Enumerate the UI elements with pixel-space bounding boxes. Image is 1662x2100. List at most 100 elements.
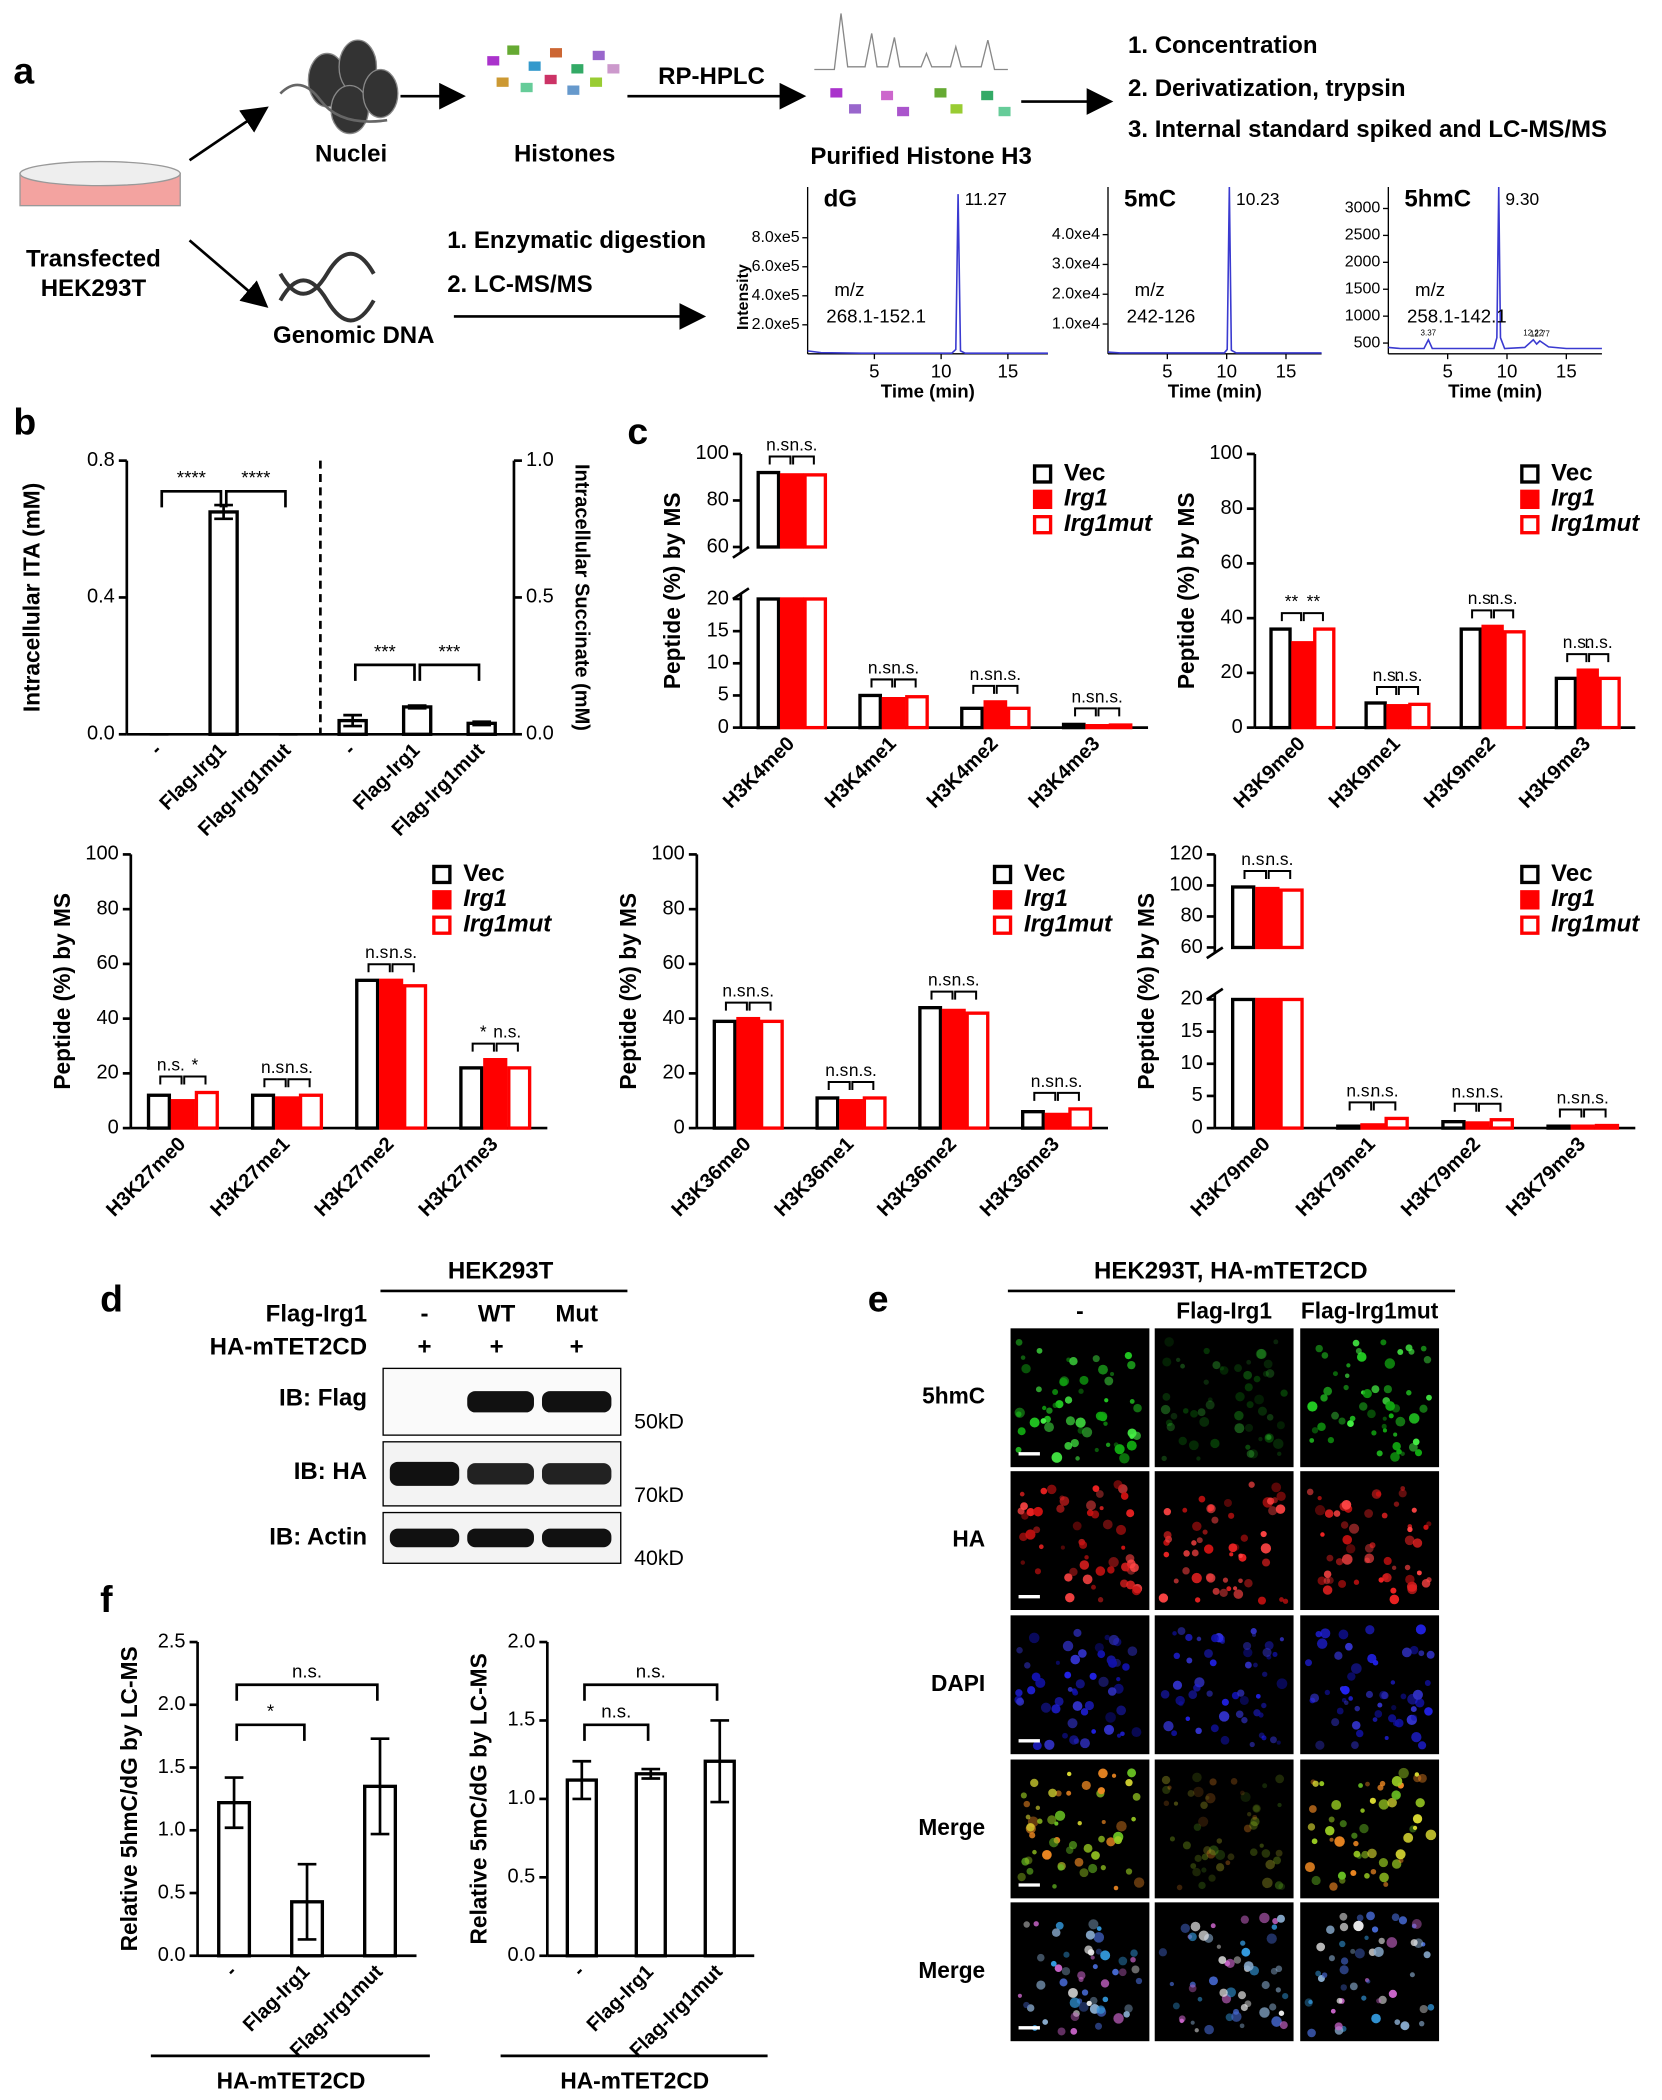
cell-spot [1122,1663,1130,1671]
cell-spot [1195,1727,1202,1735]
y-tick-label: 60 [707,535,729,557]
cell-spot [1037,1953,1045,1962]
cell-spot [1411,1923,1417,1929]
error-bar [214,503,233,521]
cell-spot [1097,1597,1104,1603]
cell-spot [1419,2004,1428,2014]
cell-spot [1107,1566,1115,1574]
x-tick-label: H3K27me1 [206,1133,294,1221]
axis-break [732,587,750,601]
y-tick-label: 100 [1169,874,1202,896]
step: 3. Internal standard spiked and LC-MS/MS [1128,116,1607,143]
cell-spot [1070,2012,1080,2021]
cell-spot [1099,1506,1104,1511]
cell-spot [1355,1729,1364,1738]
cell-spot [1034,1568,1042,1575]
significance-bracket [367,963,391,973]
cell-spot [1243,1370,1253,1380]
cell-spot [1020,1355,1026,1360]
x-tick-label: H3K79me2 [1397,1133,1485,1221]
cell-spot [1095,1566,1106,1576]
cell-spot [1415,1798,1425,1808]
cell-spot [1383,1882,1389,1887]
bar [756,470,781,549]
bar [779,597,804,730]
cell-spot [1230,1778,1238,1785]
x-tick-label: H3K4me3 [1024,733,1104,813]
x-tick-label: 10 [1216,360,1237,381]
cell-spot [1353,1579,1360,1585]
bar [1364,701,1387,730]
cell-spot [1310,1693,1320,1703]
significance-label: n.s. [849,1060,877,1080]
cell-spot [1374,1710,1383,1718]
cell-spot [1323,1570,1332,1578]
cell-spot [1130,1956,1136,1963]
cell-spot [1163,1508,1172,1516]
cell-spot [1262,1558,1271,1567]
cell-spot [1246,1359,1252,1365]
y-tick-label: 1.5 [158,1756,186,1778]
cell-spot [1325,1826,1335,1836]
cell-spot [1051,1452,1063,1463]
cell-spot [1393,1432,1398,1437]
cell-spot [1100,1979,1110,1988]
legend-label: Vec [1551,459,1592,486]
cell-spot [1057,1864,1065,1871]
bar [634,1772,667,1958]
cell-spot [1340,1521,1349,1529]
significance-bracket [972,684,996,694]
bar [1570,1124,1595,1130]
cell-spot [1220,1735,1230,1745]
bar [1384,1116,1409,1130]
cell-spot [1175,1695,1185,1706]
cell-spot [1314,1505,1326,1516]
bar [712,1019,737,1130]
dish-lid [19,160,181,187]
cell-spot [1172,2002,1180,2010]
y-tick-label: 80 [663,897,685,919]
step: 1. Concentration [1128,32,1317,59]
imaging-row-label: HA [952,1526,985,1552]
cell-spot [1407,1526,1413,1533]
significance-bracket [1492,609,1515,619]
cell-spot [1123,2011,1130,2018]
legend-swatch [992,915,1013,935]
cell-spot [1394,2019,1401,2025]
cell-spot [1327,1436,1335,1444]
bar [965,1011,990,1130]
bar [1230,885,1256,950]
cell-spot [1257,1596,1267,1605]
cell-spot [1208,1874,1216,1882]
marker-label: 70kD [634,1483,684,1507]
cell-spot [1280,1389,1288,1397]
significance-label: n.s. [1581,1087,1609,1107]
y-tick-label: 500 [1354,334,1381,351]
cell-spot [1035,1805,1041,1811]
cell-spot [1353,1840,1359,1847]
cell-spot [1163,1800,1170,1807]
cell-spot [1219,1639,1226,1645]
significance-label: n.s. [722,981,750,1001]
cell-spot [1383,1385,1392,1394]
cell-spot [1207,1397,1213,1403]
cell-spot [1273,1438,1284,1450]
cell-spot [1244,1661,1252,1669]
cell-spot [1064,1442,1073,1450]
cell-spot [1130,1949,1138,1957]
significance-bracket [748,1001,772,1011]
cell-spot [1104,1376,1114,1386]
cell-spot [1308,1805,1317,1813]
cell-spot [1384,1735,1389,1741]
cell-spot [1190,1863,1197,1869]
y-tick-label: 0 [1192,1116,1203,1138]
cell-spot [1396,1448,1402,1455]
cell-spot [1412,1438,1420,1446]
cell-spot [1109,1372,1115,1377]
cell-spot [1317,1422,1326,1432]
significance-bracket [930,990,954,1000]
wb-cell: Mut [555,1300,598,1327]
cell-spot [1126,1440,1137,1451]
cell-spot [1197,1996,1203,2002]
cell-spot [1113,2013,1124,2024]
